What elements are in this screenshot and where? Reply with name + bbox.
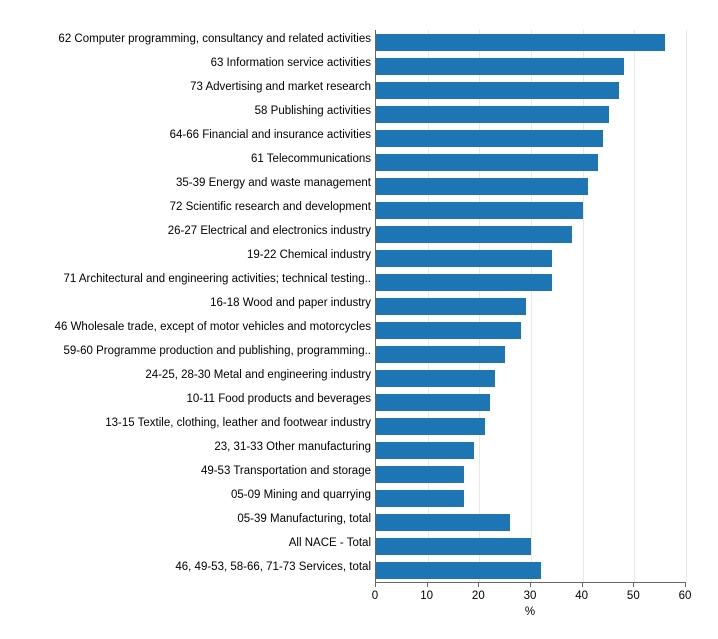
bar-label: All NACE - Total: [21, 537, 371, 549]
bar-label: 58 Publishing activities: [21, 105, 371, 117]
plot-area: [375, 30, 686, 583]
bar: [376, 298, 526, 315]
bar-label: 46, 49-53, 58-66, 71-73 Services, total: [21, 561, 371, 573]
bar-label: 26-27 Electrical and electronics industr…: [21, 225, 371, 237]
bar: [376, 394, 490, 411]
bar-label: 63 Information service activities: [21, 57, 371, 69]
bar-label: 23, 31-33 Other manufacturing: [21, 441, 371, 453]
bar: [376, 538, 531, 555]
x-tick: [427, 582, 428, 587]
bar-label: 19-22 Chemical industry: [21, 249, 371, 261]
x-tick-label: 50: [627, 590, 640, 602]
gridline: [634, 30, 635, 582]
gridline: [686, 30, 687, 582]
x-tick: [375, 582, 376, 587]
bar-label: 62 Computer programming, consultancy and…: [21, 33, 371, 45]
bar: [376, 562, 541, 579]
bar-label: 16-18 Wood and paper industry: [21, 297, 371, 309]
bar: [376, 418, 485, 435]
x-tick-label: 60: [679, 590, 692, 602]
bar: [376, 514, 510, 531]
bar-label: 24-25, 28-30 Metal and engineering indus…: [21, 369, 371, 381]
bar-label: 71 Architectural and engineering activit…: [21, 273, 371, 285]
bar-label: 05-39 Manufacturing, total: [21, 513, 371, 525]
bar: [376, 178, 588, 195]
bar-label: 46 Wholesale trade, except of motor vehi…: [21, 321, 371, 333]
bar: [376, 202, 583, 219]
bar: [376, 466, 464, 483]
bar: [376, 82, 619, 99]
x-tick-label: 20: [472, 590, 485, 602]
x-tick: [633, 582, 634, 587]
bar: [376, 370, 495, 387]
chart-container: 0 10 20 30 40 50 60% 62 Computer programming, …: [20, 20, 698, 619]
bar: [376, 34, 665, 51]
bar: [376, 106, 609, 123]
bar-label: 13-15 Textile, clothing, leather and foo…: [21, 417, 371, 429]
bar: [376, 226, 572, 243]
bar: [376, 274, 552, 291]
bar-label: 05-09 Mining and quarrying: [21, 489, 371, 501]
x-tick: [478, 582, 479, 587]
x-tick: [582, 582, 583, 587]
bar-label: 61 Telecommunications: [21, 153, 371, 165]
bar: [376, 442, 474, 459]
bar: [376, 58, 624, 75]
x-axis: 0102030405060%: [375, 582, 685, 612]
bar-label: 64-66 Financial and insurance activities: [21, 129, 371, 141]
bar-label: 72 Scientific research and development: [21, 201, 371, 213]
bar-label: 59-60 Programme production and publishin…: [21, 345, 371, 357]
x-tick: [685, 582, 686, 587]
bar: [376, 346, 505, 363]
x-tick-label: 10: [420, 590, 433, 602]
x-tick-label: 0: [372, 590, 378, 602]
x-tick: [530, 582, 531, 587]
x-axis-title: %: [525, 606, 535, 618]
bar: [376, 154, 598, 171]
bar-label: 73 Advertising and market research: [21, 81, 371, 93]
x-tick-label: 40: [575, 590, 588, 602]
x-tick-label: 30: [524, 590, 537, 602]
bar-label: 49-53 Transportation and storage: [21, 465, 371, 477]
bar-label: 35-39 Energy and waste management: [21, 177, 371, 189]
bar-label: 10-11 Food products and beverages: [21, 393, 371, 405]
bar: [376, 130, 603, 147]
bar: [376, 322, 521, 339]
bar: [376, 490, 464, 507]
bar: [376, 250, 552, 267]
